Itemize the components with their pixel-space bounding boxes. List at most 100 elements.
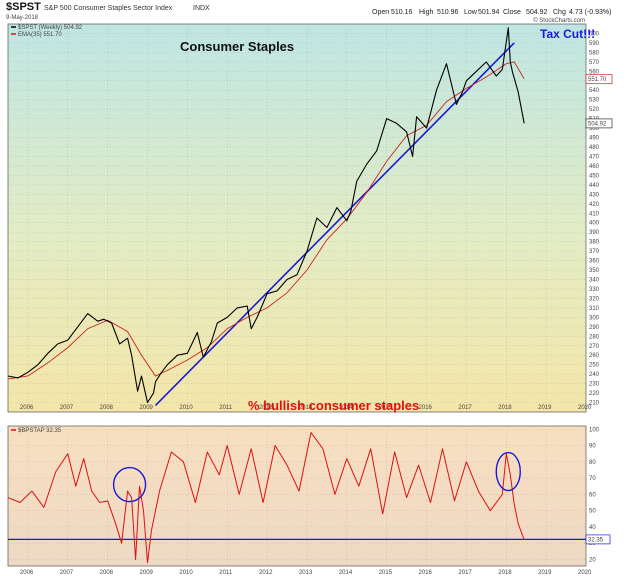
bullish-y-tick-label: 80: [589, 460, 596, 466]
price-y-tick-label: 520: [589, 107, 600, 113]
bullish-x-tick-label: 2008: [100, 570, 114, 576]
bullish-x-tick-label: 2015: [379, 570, 393, 576]
price-x-tick-label: 2017: [458, 405, 472, 411]
watermark: © StockCharts.com: [533, 17, 585, 24]
header-name: S&P 500 Consumer Staples Sector Index: [44, 5, 173, 12]
bullish-series: [8, 432, 525, 564]
bullish-x-tick-label: 2007: [60, 570, 74, 576]
price-x-tick-label: 2013: [299, 405, 313, 411]
bullish-y-tick-label: 60: [589, 492, 596, 498]
open-value: 510.16: [391, 9, 413, 16]
bullish-tag-value: 32.35: [588, 537, 604, 543]
price-y-tick-label: 300: [589, 315, 600, 321]
trendline-series: [154, 42, 515, 406]
price-y-tick-label: 490: [589, 136, 600, 142]
high-label: High: [419, 9, 434, 16]
bullish-y-tick-label: 100: [589, 427, 600, 433]
ema-series: [8, 61, 525, 380]
price-y-tick-label: 330: [589, 287, 600, 293]
bullish-tag-box: [585, 534, 611, 545]
bullish-y-tick-label: 40: [589, 525, 596, 531]
bullish-x-tick-label: 2014: [339, 570, 353, 576]
bullish-x-axis: 2006 2007 2008 2009 2010 2011 2012 2013 2014 2015…: [20, 570, 592, 576]
price-y-tick-label: 340: [589, 278, 600, 284]
price-y-tick-label: 270: [589, 344, 600, 350]
ema-price-tag: 551.70: [585, 74, 613, 85]
price-panel-title: Consumer Staples: [180, 39, 294, 54]
price-series: [8, 27, 525, 404]
price-y-axis: 210 220 230 240 250 260 270 280 290 300 310 320 330 3…: [589, 31, 600, 406]
price-y-tick-label: 480: [589, 145, 600, 151]
price-y-tick-label: 600: [589, 31, 600, 37]
price-y-tick-label: 560: [589, 69, 600, 75]
price-y-tick-label: 320: [589, 296, 600, 302]
tax-cut-annotation: Tax Cut!!!: [540, 27, 595, 41]
price-y-tick-label: 380: [589, 240, 600, 246]
price-y-tick-label: 220: [589, 391, 600, 397]
bullish-x-tick-label: 2018: [498, 570, 512, 576]
price-y-tick-label: 570: [589, 60, 600, 66]
price-y-tick-label: 410: [589, 211, 600, 217]
bullish-legend: $BPSTAP 32.35: [11, 428, 62, 434]
chg-value: 4.73 (-0.93%): [569, 9, 611, 16]
bullish-panel-title: % bullish consumer staples: [248, 398, 419, 413]
price-x-tick-label: 2007: [60, 405, 74, 411]
highlight-circle-2008: [112, 466, 147, 503]
close-label: Close: [503, 9, 521, 16]
price-y-tick-label: 420: [589, 202, 600, 208]
price-legend: $SPST (Weekly) 504.92 EMA(35) 551.70: [11, 25, 83, 38]
price-y-tick-label: 530: [589, 98, 600, 104]
close-value: 504.92: [526, 9, 548, 16]
low-label: Low: [464, 9, 478, 16]
bullish-y-tick-label: 70: [589, 476, 596, 482]
price-x-tick-label: 2011: [219, 405, 233, 411]
price-y-tick-label: 580: [589, 50, 600, 56]
price-grid: [8, 24, 587, 412]
bullish-x-tick-label: 2017: [458, 570, 472, 576]
price-y-tick-label: 360: [589, 259, 600, 265]
bullish-x-tick-label: 2020: [578, 570, 592, 576]
price-y-tick-label: 350: [589, 268, 600, 274]
price-y-tick-label: 540: [589, 88, 600, 94]
header-date: 9-May-2018: [6, 15, 39, 21]
price-y-tick-label: 370: [589, 249, 600, 255]
bullish-x-tick-label: 2006: [20, 570, 34, 576]
price-y-tick-label: 590: [589, 41, 600, 47]
price-y-tick-label: 310: [589, 306, 600, 312]
price-y-tick-label: 470: [589, 154, 600, 160]
bullish-grid: [8, 426, 587, 566]
bullish-x-tick-label: 2013: [299, 570, 313, 576]
price-x-tick-label: 2018: [498, 405, 512, 411]
price-x-tick-label: 2008: [100, 405, 114, 411]
header-symbol: $SPST: [6, 1, 41, 13]
price-y-tick-label: 240: [589, 372, 600, 378]
chg-label: Chg: [553, 9, 566, 16]
close-price-tag: 504.92: [585, 118, 613, 129]
price-tag-value: 504.92: [588, 121, 607, 127]
ema-tag-box: [585, 74, 613, 85]
price-x-tick-label: 2020: [578, 405, 592, 411]
price-y-tick-label: 230: [589, 382, 600, 388]
price-x-tick-label: 2014: [339, 405, 353, 411]
price-y-tick-label: 280: [589, 334, 600, 340]
price-y-tick-label: 260: [589, 353, 600, 359]
ohlc-readout: Open 510.16 High 510.96 Low 501.94 Close…: [372, 9, 611, 16]
price-x-tick-label: 2006: [20, 405, 34, 411]
high-value: 510.96: [437, 9, 459, 16]
bullish-value-tag: 32.35: [585, 534, 611, 545]
bullish-x-tick-label: 2011: [219, 570, 233, 576]
price-x-axis: 2006 2007 2008 2009 2010 2011 2012 2013 2014 2015…: [20, 405, 592, 411]
header-exchange: INDX: [193, 5, 210, 12]
bullish-legend-label: $BPSTAP 32.35: [18, 428, 62, 434]
price-x-tick-label: 2010: [179, 405, 193, 411]
bullish-panel: [7, 425, 587, 567]
bullish-x-tick-label: 2019: [538, 570, 552, 576]
ema-legend-label: EMA(35) 551.70: [18, 32, 62, 38]
price-y-tick-label: 210: [589, 401, 600, 407]
price-y-tick-label: 460: [589, 164, 600, 170]
bullish-x-tick-label: 2016: [419, 570, 433, 576]
open-label: Open: [372, 9, 389, 16]
highlight-circle-2018: [495, 451, 521, 492]
price-legend-label: $SPST (Weekly) 504.92: [18, 25, 83, 31]
